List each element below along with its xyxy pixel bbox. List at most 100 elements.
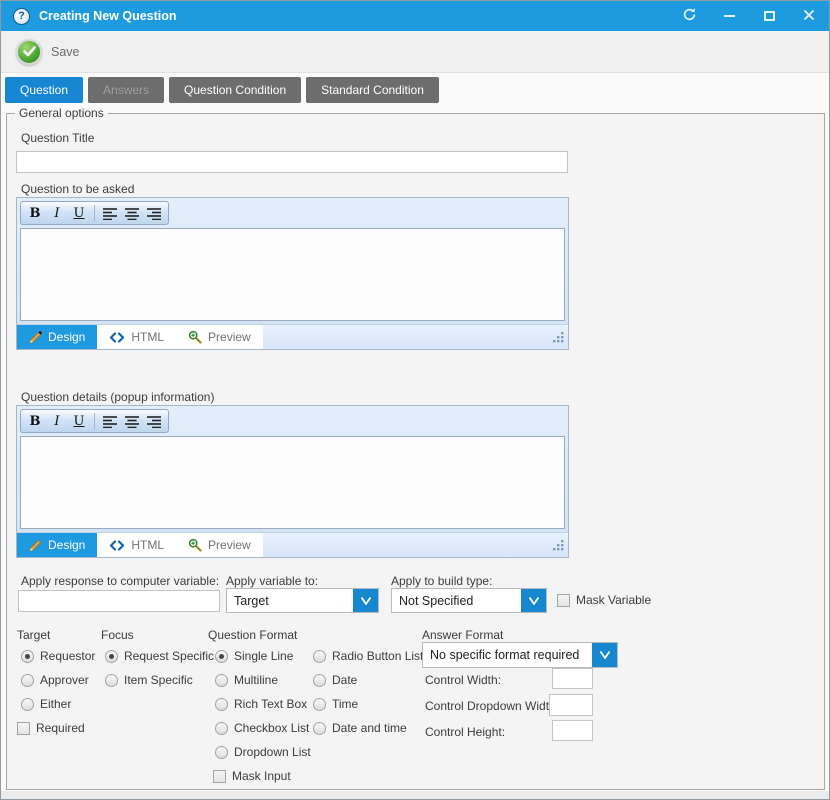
radio-icon — [215, 649, 228, 663]
bold-button[interactable]: B — [29, 413, 41, 429]
align-left-icon — [103, 415, 117, 428]
tab-question[interactable]: Question — [5, 77, 84, 103]
tab-question-condition[interactable]: Question Condition — [169, 77, 302, 103]
toolbar-separator — [94, 205, 95, 221]
save-button[interactable]: Save — [16, 38, 80, 65]
preview-magnifier-icon — [188, 538, 202, 552]
underline-button[interactable]: U — [73, 413, 85, 429]
checkbox-icon — [17, 721, 30, 735]
editor-tab-white-area: HTML Preview — [97, 533, 263, 557]
question-details-label: Question details (popup information) — [21, 390, 215, 404]
preview-tab-label: Preview — [208, 330, 251, 344]
radio-radio-button-list[interactable]: Radio Button List — [313, 649, 423, 663]
apply-build-type-dropdown[interactable]: Not Specified — [391, 588, 547, 613]
apply-variable-to-dropdown[interactable]: Target — [226, 588, 379, 613]
editor-tab-spacer — [263, 325, 553, 349]
mask-input-label: Mask Input — [232, 769, 291, 783]
radio-multiline[interactable]: Multiline — [215, 673, 311, 687]
required-checkbox[interactable]: Required — [17, 721, 95, 735]
align-center-icon — [125, 415, 139, 428]
radio-dropdown-list[interactable]: Dropdown List — [215, 745, 311, 759]
resize-grip[interactable] — [553, 540, 564, 554]
close-icon — [803, 9, 815, 24]
radio-icon — [313, 673, 326, 687]
help-icon[interactable]: ? — [13, 7, 30, 25]
editor-view-tabs: Design HTML Preview — [17, 324, 568, 349]
design-tab-label: Design — [48, 538, 86, 552]
italic-button[interactable]: I — [54, 413, 60, 429]
radio-rich-text-box[interactable]: Rich Text Box — [215, 697, 311, 711]
preview-magnifier-icon — [188, 330, 202, 344]
resize-grip[interactable] — [553, 332, 564, 346]
question-title-input[interactable] — [16, 151, 568, 173]
preview-tab[interactable]: Preview — [176, 325, 263, 349]
control-dropdown-width-input[interactable] — [549, 694, 593, 716]
maximize-button[interactable] — [761, 8, 777, 24]
minimize-icon — [723, 15, 735, 17]
html-tab[interactable]: HTML — [97, 325, 176, 349]
align-left-icon — [103, 207, 117, 220]
radio-label: Requestor — [40, 649, 96, 663]
align-center-button[interactable] — [121, 411, 143, 431]
main-tab-strip: Question Answers Question Condition Stan… — [5, 77, 439, 103]
italic-button[interactable]: I — [54, 205, 60, 221]
control-width-input[interactable] — [552, 668, 593, 689]
html-tab-label: HTML — [131, 538, 165, 552]
radio-icon — [215, 745, 228, 759]
format-button-group: B I U — [20, 201, 169, 225]
dropdown-button — [592, 643, 617, 667]
radio-date[interactable]: Date — [313, 673, 423, 687]
control-height-input[interactable] — [552, 720, 593, 741]
question-format-column-2: Radio Button List Date Time Date and tim… — [313, 649, 423, 735]
bold-button[interactable]: B — [29, 205, 41, 221]
mask-variable-checkbox[interactable]: Mask Variable — [557, 593, 651, 607]
design-tab[interactable]: Design — [17, 325, 98, 349]
tab-standard-condition[interactable]: Standard Condition — [306, 77, 439, 103]
underline-button[interactable]: U — [73, 205, 85, 221]
radio-approver[interactable]: Approver — [21, 673, 95, 687]
editor-tab-white-area: HTML Preview — [97, 325, 263, 349]
answer-format-dropdown[interactable]: No specific format required — [422, 642, 618, 668]
radio-either[interactable]: Either — [21, 697, 95, 711]
radio-icon — [105, 649, 118, 663]
radio-label: Date — [332, 673, 358, 687]
focus-radio-group: Request Specific Item Specific — [105, 649, 214, 687]
align-left-button[interactable] — [99, 411, 121, 431]
minimize-button[interactable] — [721, 8, 737, 24]
maximize-icon — [763, 11, 775, 21]
preview-tab[interactable]: Preview — [176, 533, 263, 557]
radio-requestor[interactable]: Requestor — [21, 649, 95, 663]
apply-response-label: Apply response to computer variable: — [21, 574, 220, 588]
radio-icon — [215, 673, 228, 687]
question-details-editor-body[interactable] — [20, 436, 565, 529]
radio-icon — [313, 697, 326, 711]
align-right-button[interactable] — [143, 203, 165, 223]
html-tab[interactable]: HTML — [97, 533, 176, 557]
mask-input-checkbox[interactable]: Mask Input — [213, 769, 311, 783]
save-label: Save — [51, 44, 80, 59]
mask-variable-label: Mask Variable — [576, 593, 652, 607]
align-right-button[interactable] — [143, 411, 165, 431]
radio-label: Request Specific — [124, 649, 215, 663]
question-editor: B I U Design — [16, 197, 569, 350]
radio-date-and-time[interactable]: Date and time — [313, 721, 423, 735]
preview-tab-label: Preview — [208, 538, 251, 552]
refresh-button[interactable] — [681, 8, 697, 24]
computer-variable-input[interactable] — [18, 590, 220, 612]
question-editor-body[interactable] — [20, 228, 565, 321]
radio-request-specific[interactable]: Request Specific — [105, 649, 214, 663]
tab-answers[interactable]: Answers — [88, 77, 165, 103]
align-left-button[interactable] — [99, 203, 121, 223]
design-tab[interactable]: Design — [17, 533, 98, 557]
radio-checkbox-list[interactable]: Checkbox List — [215, 721, 311, 735]
refresh-icon — [682, 7, 697, 25]
checkbox-icon — [213, 769, 226, 783]
close-button[interactable] — [801, 8, 817, 24]
rich-text-toolbar: B I U — [17, 198, 568, 228]
radio-label: Date and time — [332, 721, 407, 735]
answer-format-value: No specific format required — [430, 648, 580, 662]
radio-time[interactable]: Time — [313, 697, 423, 711]
align-center-button[interactable] — [121, 203, 143, 223]
radio-single-line[interactable]: Single Line — [215, 649, 311, 663]
radio-item-specific[interactable]: Item Specific — [105, 673, 214, 687]
